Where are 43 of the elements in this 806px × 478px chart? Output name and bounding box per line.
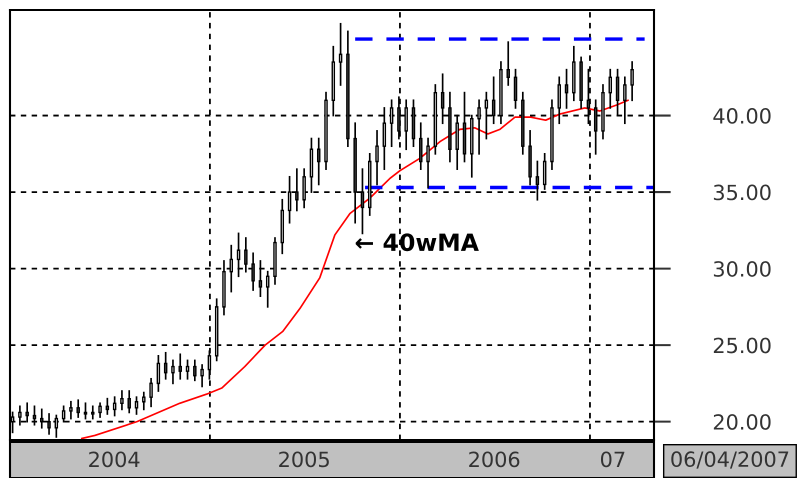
- candlestick: [244, 237, 248, 273]
- candlestick: [91, 406, 95, 420]
- x-tick-label: 07: [600, 451, 624, 468]
- candlestick: [338, 22, 342, 86]
- candlestick: [558, 76, 561, 124]
- y-tick-label: 20.00: [714, 414, 771, 430]
- candlestick: [266, 270, 270, 308]
- candlestick: [112, 396, 116, 416]
- candlestick: [200, 364, 204, 388]
- candlestick: [134, 396, 138, 415]
- candlestick: [623, 76, 627, 124]
- candlestick: [120, 390, 124, 410]
- candlestick: [186, 360, 190, 380]
- candlestick: [156, 355, 160, 392]
- y-tick-label: 35.00: [714, 184, 771, 200]
- candlestick: [178, 353, 182, 380]
- candlestick: [419, 122, 422, 170]
- candlestick: [564, 68, 568, 109]
- candlestick: [76, 399, 80, 418]
- y-tick-label: 40.00: [713, 108, 771, 124]
- candlestick: [316, 138, 320, 186]
- candlestick: [142, 392, 146, 410]
- candlestick: [514, 68, 518, 109]
- candlestick: [106, 398, 110, 415]
- y-tick-label: 30.00: [714, 261, 771, 277]
- candlestick: [127, 390, 131, 414]
- x-tick-label: 2005: [279, 451, 329, 468]
- candlestick: [608, 68, 612, 109]
- annotation: ← 40wMA: [356, 233, 479, 252]
- candlestick: [164, 352, 168, 380]
- candlestick: [171, 360, 175, 384]
- candlestick: [506, 41, 510, 86]
- text: 06/04/2007: [671, 451, 788, 469]
- x-tick-label: 2004: [89, 451, 140, 468]
- candlestick: [426, 138, 430, 188]
- candlestick: [149, 378, 153, 408]
- candlestick: [375, 130, 379, 186]
- candlestick: [98, 402, 102, 418]
- x-tick-label: 2006: [469, 451, 520, 468]
- candlestick: [69, 400, 73, 420]
- candlestick: [193, 360, 197, 382]
- y-tick-label: 25.00: [714, 338, 771, 354]
- candlestick: [630, 61, 634, 102]
